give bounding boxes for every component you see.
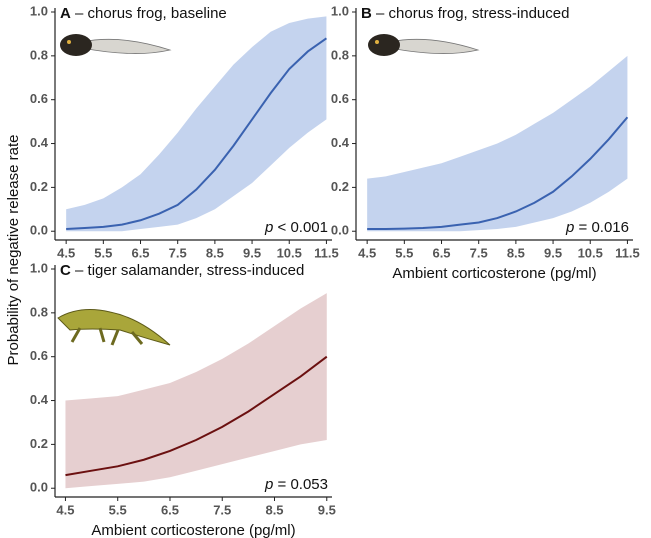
panel-name: – chorus frog, baseline xyxy=(75,5,227,22)
fit-line xyxy=(66,37,328,231)
y-tick-label: 0.2 xyxy=(30,179,48,194)
salamander-icon xyxy=(57,309,171,346)
y-tick-label: 0.8 xyxy=(30,304,48,319)
x-tick-label: 6.5 xyxy=(131,245,149,260)
p-symbol: p xyxy=(565,219,574,236)
tadpole-icon xyxy=(60,34,172,56)
x-tick-label: 4.5 xyxy=(56,502,74,517)
y-tick-label: 1.0 xyxy=(30,3,48,18)
p-symbol: p xyxy=(264,219,273,236)
y-tick-label: 0.6 xyxy=(30,91,48,106)
y-tick-label: 0.4 xyxy=(331,135,350,150)
x-tick-label: 5.5 xyxy=(94,245,112,260)
x-tick-label: 11.5 xyxy=(615,245,640,260)
x-tick-label: 5.5 xyxy=(395,245,413,260)
y-tick-label: 0.6 xyxy=(30,348,48,363)
x-tick-label: 4.5 xyxy=(358,245,376,260)
confidence-band xyxy=(367,55,628,232)
y-tick-label: 1.0 xyxy=(30,260,48,275)
x-tick-label: 6.5 xyxy=(161,502,179,517)
panel-letter: A xyxy=(60,5,71,22)
x-axis-label: Ambient corticosterone (pg/ml) xyxy=(392,265,596,282)
panel-title: C – tiger salamander, stress-induced xyxy=(60,262,304,279)
x-tick-label: 8.5 xyxy=(206,245,224,260)
confidence-band xyxy=(66,16,327,232)
panel-name: – tiger salamander, stress-induced xyxy=(75,262,304,279)
x-tick-label: 10.5 xyxy=(277,245,302,260)
y-tick-label: 0.2 xyxy=(30,436,48,451)
p-value: p = 0.053 xyxy=(264,476,328,493)
y-tick-label: 0.4 xyxy=(30,135,49,150)
confidence-band xyxy=(65,293,327,489)
x-tick-label: 7.5 xyxy=(213,502,231,517)
x-tick-label: 4.5 xyxy=(57,245,75,260)
x-tick-label: 10.5 xyxy=(578,245,603,260)
y-tick-label: 0.0 xyxy=(30,223,48,238)
tadpole-icon xyxy=(368,34,480,56)
x-tick-label: 8.5 xyxy=(507,245,525,260)
y-tick-label: 0.6 xyxy=(331,91,349,106)
fit-line xyxy=(367,116,629,231)
panel-letter: B xyxy=(361,5,372,22)
y-tick-label: 0.8 xyxy=(30,47,48,62)
x-tick-label: 8.5 xyxy=(265,502,283,517)
x-tick-label: 11.5 xyxy=(314,245,339,260)
p-value: p < 0.001 xyxy=(264,219,328,236)
x-tick-label: 7.5 xyxy=(169,245,187,260)
y-axis-label: Probability of negative release rate xyxy=(5,135,22,366)
panel-title: B – chorus frog, stress-induced xyxy=(361,5,569,22)
fit-line xyxy=(65,355,328,477)
p-text: = 0.016 xyxy=(579,219,629,236)
p-symbol: p xyxy=(264,476,273,493)
x-tick-label: 6.5 xyxy=(432,245,450,260)
p-text: < 0.001 xyxy=(278,219,328,236)
x-axis-label: Ambient corticosterone (pg/ml) xyxy=(91,522,295,538)
panel-title: A – chorus frog, baseline xyxy=(60,5,227,22)
y-tick-label: 0.4 xyxy=(30,392,49,407)
p-value: p = 0.016 xyxy=(565,219,629,236)
x-tick-label: 9.5 xyxy=(318,502,336,517)
x-tick-label: 9.5 xyxy=(243,245,261,260)
y-tick-label: 0.0 xyxy=(331,223,349,238)
x-tick-label: 5.5 xyxy=(109,502,127,517)
panel-letter: C xyxy=(60,262,71,279)
x-tick-label: 7.5 xyxy=(470,245,488,260)
x-tick-label: 9.5 xyxy=(544,245,562,260)
y-tick-label: 1.0 xyxy=(331,3,349,18)
y-tick-label: 0.0 xyxy=(30,480,48,495)
y-tick-label: 0.8 xyxy=(331,47,349,62)
y-tick-label: 0.2 xyxy=(331,179,349,194)
p-text: = 0.053 xyxy=(278,476,328,493)
panel-name: – chorus frog, stress-induced xyxy=(376,5,569,22)
